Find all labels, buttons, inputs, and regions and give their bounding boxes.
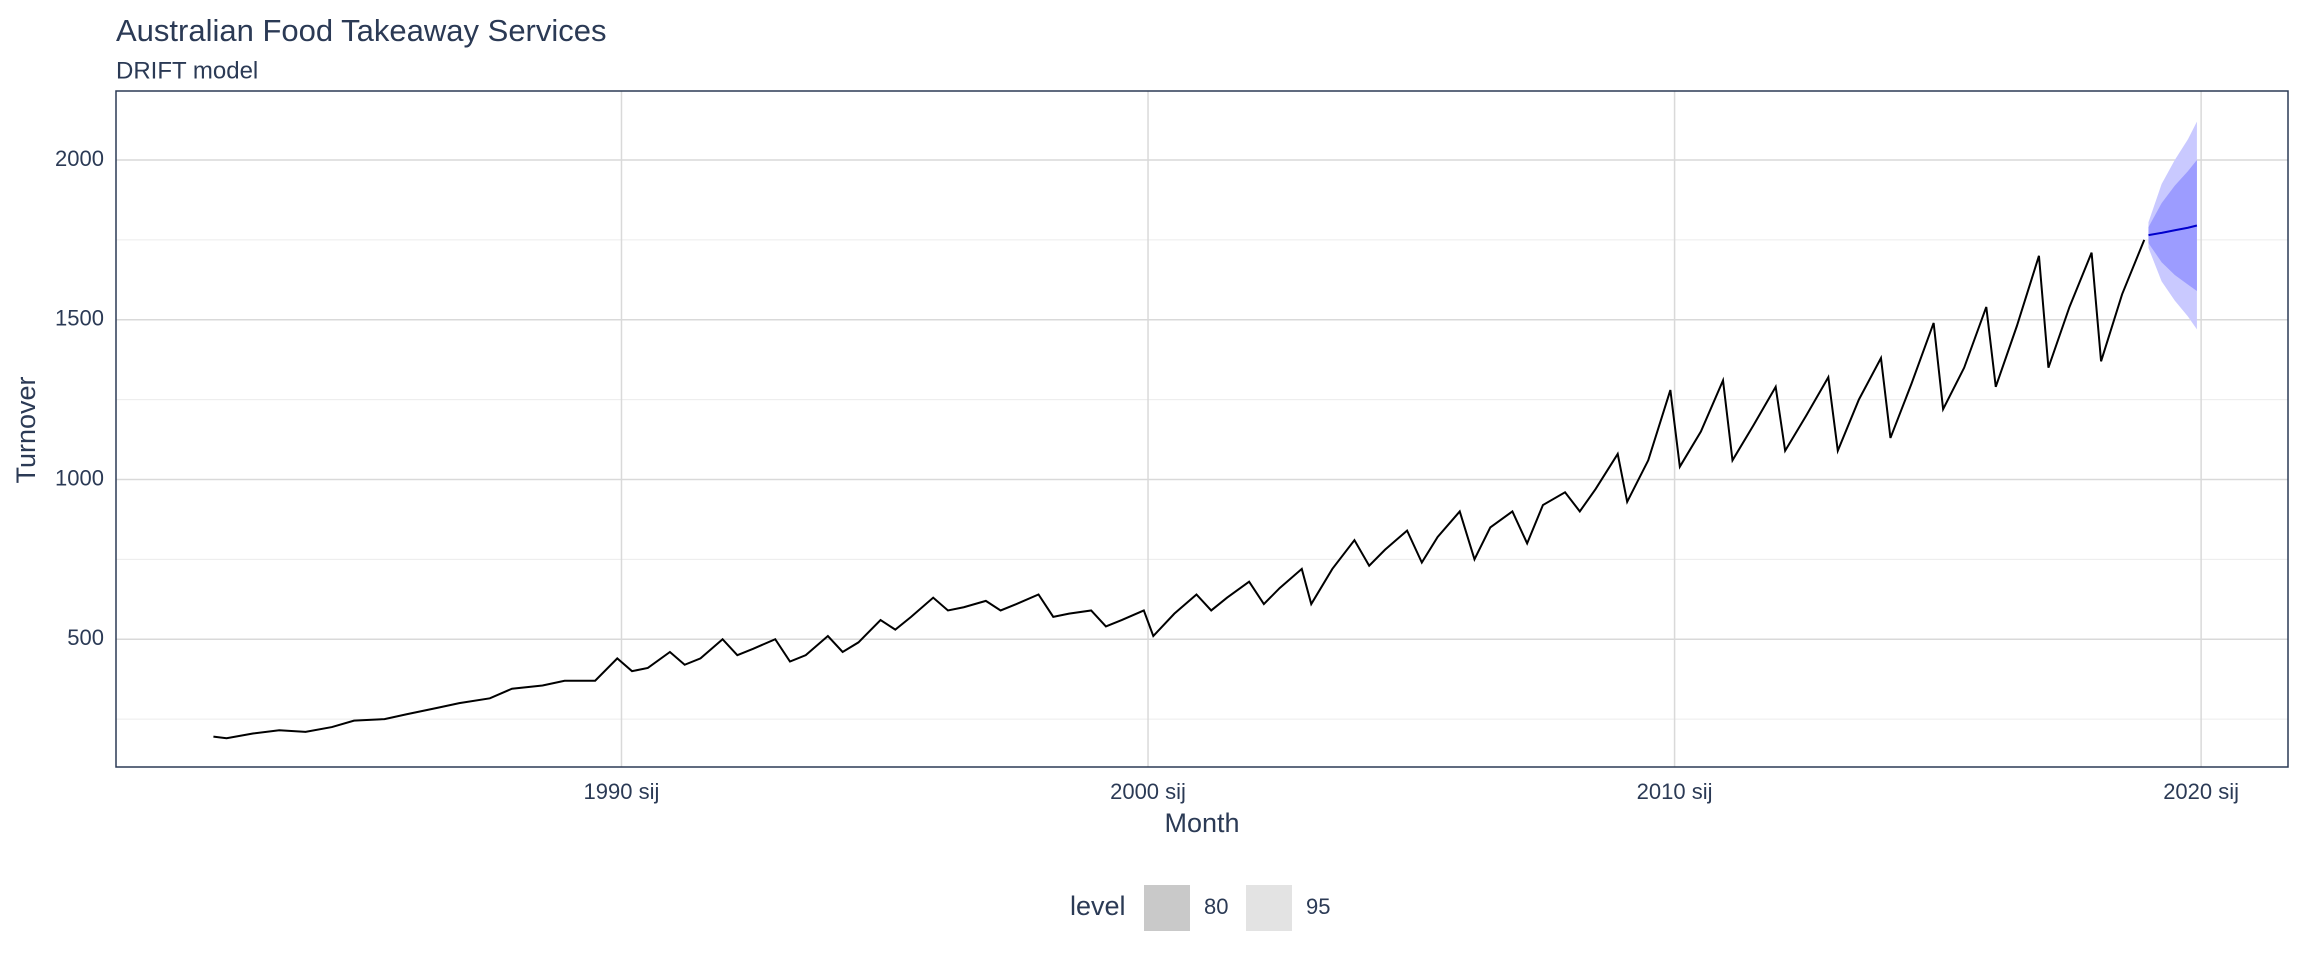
legend-swatch	[1246, 885, 1292, 931]
legend-label: 95	[1306, 894, 1330, 919]
legend-title: level	[1070, 891, 1126, 921]
x-tick-label: 2010 sij	[1637, 779, 1713, 804]
forecast-band	[2148, 160, 2197, 291]
x-tick-label: 2020 sij	[2163, 779, 2239, 804]
x-tick-label: 1990 sij	[584, 779, 660, 804]
x-axis-label: Month	[1164, 808, 1239, 838]
y-tick-label: 1500	[55, 306, 104, 331]
plot-border	[115, 90, 2289, 768]
y-tick-label: 1000	[55, 465, 104, 490]
chart-title: Australian Food Takeaway Services	[116, 13, 607, 48]
y-tick-label: 500	[67, 625, 104, 650]
y-tick-label: 2000	[55, 146, 104, 171]
forecast-line	[2148, 224, 2198, 237]
x-tick-label: 2000 sij	[1110, 779, 1186, 804]
data-line	[213, 239, 2146, 740]
legend-label: 80	[1204, 894, 1228, 919]
y-axis-label: Turnover	[11, 376, 41, 483]
legend-swatch	[1144, 885, 1190, 931]
chart-subtitle: DRIFT model	[116, 57, 258, 84]
